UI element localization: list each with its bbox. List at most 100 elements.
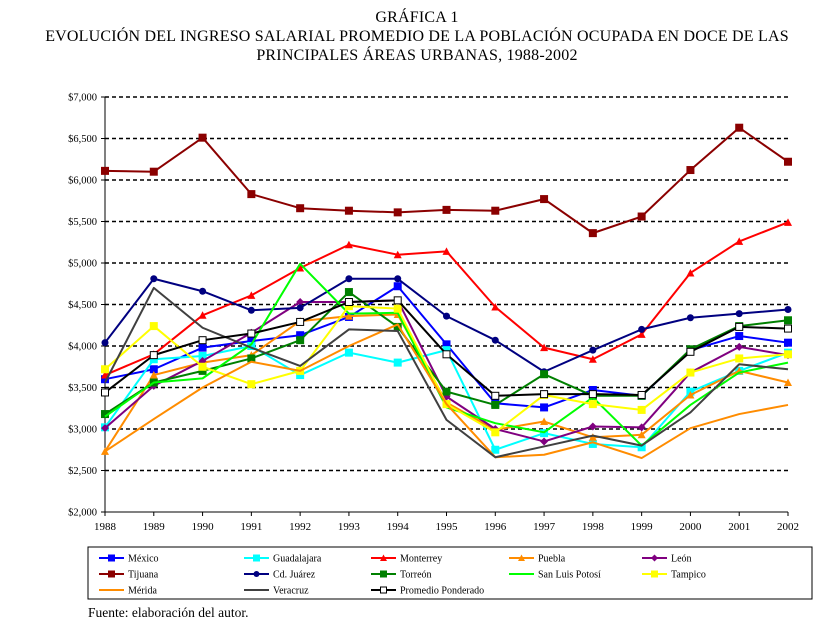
x-tick-label: 2000 [679, 521, 702, 533]
series-tampico [101, 302, 792, 437]
x-tick-label: 1999 [631, 521, 654, 533]
data-point [247, 190, 256, 199]
series-line [104, 286, 789, 459]
series-tijuana [101, 123, 792, 238]
data-point [540, 417, 549, 426]
data-point [735, 322, 744, 331]
x-tick-label: 2002 [777, 521, 799, 533]
x-tick-label: 1989 [143, 521, 166, 533]
data-point [735, 332, 744, 341]
gridlines [105, 96, 788, 472]
legend-item: Mérida [99, 586, 157, 597]
legend-item: Promedio Ponderado [371, 586, 484, 597]
data-point [637, 212, 646, 221]
legend-label: Monterrey [400, 554, 442, 565]
data-point [686, 347, 695, 356]
data-point [588, 390, 597, 399]
x-tick-label: 1988 [94, 521, 117, 533]
legend-item: Tampico [642, 570, 706, 581]
chart-title-line3: PRINCIPALES ÁREAS URBANAS, 1988-2002 [256, 47, 578, 64]
data-point [393, 358, 402, 367]
series-puebla [101, 310, 792, 455]
data-point [686, 390, 695, 399]
data-point [735, 354, 744, 363]
data-point [253, 571, 260, 577]
data-point [101, 339, 109, 347]
data-point [588, 422, 597, 431]
legend-item: Monterrey [371, 554, 442, 565]
legend-box [87, 546, 813, 600]
data-point [588, 229, 597, 238]
data-point [443, 312, 450, 320]
y-tick-label: $6,500 [68, 134, 97, 145]
y-tick-label: $5,000 [68, 259, 97, 270]
x-tick-label: 1994 [387, 521, 410, 533]
data-point [394, 275, 402, 283]
data-point [380, 586, 387, 594]
data-point [651, 554, 658, 562]
data-point [344, 348, 353, 357]
data-point [540, 195, 549, 204]
x-tick-label: 1997 [533, 521, 556, 533]
source-note: Fuente: elaboración del autor. [88, 605, 249, 620]
data-point [344, 206, 353, 215]
x-tick-label: 2001 [728, 521, 750, 533]
data-point [296, 204, 305, 213]
series-m-rida [104, 323, 789, 460]
legend-item: Tijuana [99, 570, 159, 581]
data-point [442, 205, 451, 214]
data-point [296, 336, 305, 345]
data-point [540, 370, 549, 379]
legend-label: Guadalajara [273, 554, 322, 565]
data-point [149, 351, 158, 360]
y-tick-label: $5,500 [68, 217, 97, 228]
chart-title-block: GRÁFICA 1 EVOLUCIÓN DEL INGRESO SALARIAL… [0, 8, 834, 65]
legend-label: Puebla [538, 554, 566, 565]
series-cd-ju-rez [101, 275, 792, 376]
data-point [589, 346, 597, 354]
data-point [686, 268, 695, 277]
legend-label: Veracruz [273, 586, 309, 597]
data-point [491, 391, 500, 400]
data-point [784, 305, 792, 313]
legend-item: Guadalajara [244, 554, 322, 565]
data-point [784, 338, 792, 347]
data-point [247, 291, 256, 299]
data-point [491, 445, 500, 454]
legend-item: León [642, 554, 692, 565]
legend-label: León [671, 554, 692, 565]
data-point [393, 208, 402, 217]
data-point [540, 390, 549, 399]
data-point [686, 368, 695, 377]
data-point [735, 237, 744, 245]
data-point [149, 322, 158, 331]
series-veracruz [104, 286, 789, 459]
data-point [442, 350, 451, 359]
data-point [393, 304, 402, 313]
data-point [442, 387, 451, 396]
y-tick-label: $4,500 [68, 300, 97, 311]
data-point [491, 302, 500, 311]
x-tick-label: 1990 [192, 521, 215, 533]
data-point [491, 428, 500, 437]
data-point [540, 403, 549, 412]
data-point [247, 380, 256, 389]
data-point [637, 405, 646, 414]
data-point [149, 167, 158, 176]
data-point [247, 329, 256, 338]
data-point [540, 437, 549, 446]
data-point [198, 336, 207, 345]
legend-item: San Luis Potosí [509, 570, 601, 581]
data-point [296, 298, 305, 307]
data-point [198, 343, 207, 352]
data-point [296, 263, 305, 272]
data-point [101, 166, 109, 175]
data-point [296, 304, 304, 312]
x-tick-label: 1998 [582, 521, 605, 533]
data-point [686, 166, 695, 175]
chart-title-line1: GRÁFICA 1 [375, 9, 459, 26]
data-point [491, 400, 500, 409]
data-point [540, 343, 549, 352]
x-tick-label: 1995 [436, 521, 459, 533]
y-tick-label: $3,000 [68, 425, 97, 436]
